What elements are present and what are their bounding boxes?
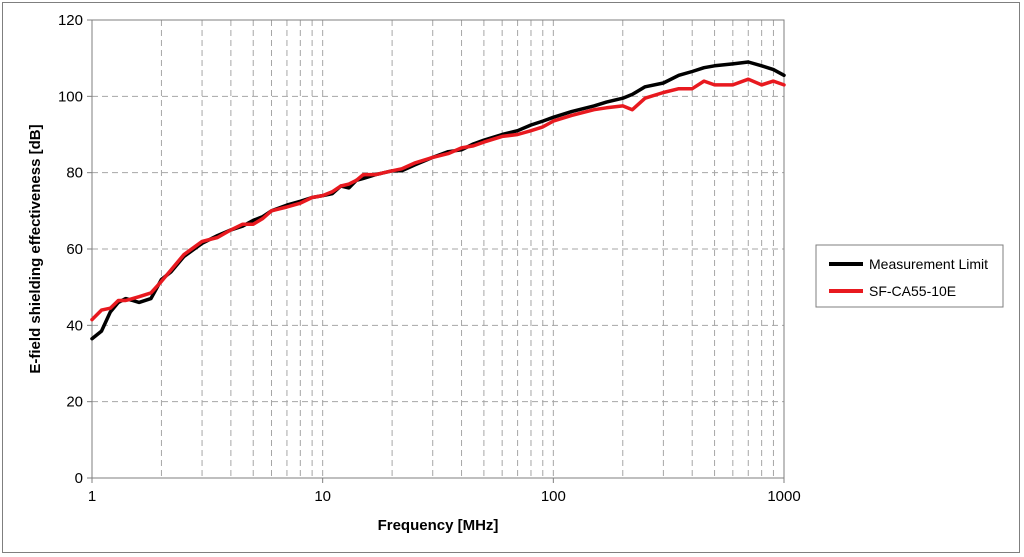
grid	[92, 20, 784, 478]
legend-label-sf-ca55-10e: SF-CA55-10E	[869, 283, 956, 299]
legend: Measurement Limit SF-CA55-10E	[815, 244, 1004, 308]
y-axis-title: E-field shielding effectiveness [dB]	[27, 124, 44, 373]
legend-box	[815, 244, 1004, 308]
y-tick-label: 80	[66, 165, 83, 182]
y-tick-label: 60	[66, 241, 83, 258]
x-tick-label: 1000	[767, 488, 800, 505]
legend-label-measurement-limit: Measurement Limit	[869, 256, 988, 272]
y-tick-label: 20	[66, 394, 83, 411]
x-axis-ticks: 1 10 100 1000	[88, 478, 801, 505]
y-tick-label: 100	[58, 88, 83, 105]
y-axis-ticks: 0 20 40 60 80 100 120	[58, 12, 92, 487]
series-line-measurement-limit	[90, 60, 786, 341]
y-tick-label: 0	[75, 470, 83, 487]
y-tick-label: 40	[66, 317, 83, 334]
x-tick-label: 10	[314, 488, 331, 505]
x-axis-title: Frequency [MHz]	[378, 517, 499, 534]
y-tick-label: 120	[58, 12, 83, 29]
x-tick-label: 100	[541, 488, 566, 505]
series-lines	[90, 60, 786, 341]
series-line-sf-ca55-10e	[90, 77, 786, 322]
x-tick-label: 1	[88, 488, 96, 505]
